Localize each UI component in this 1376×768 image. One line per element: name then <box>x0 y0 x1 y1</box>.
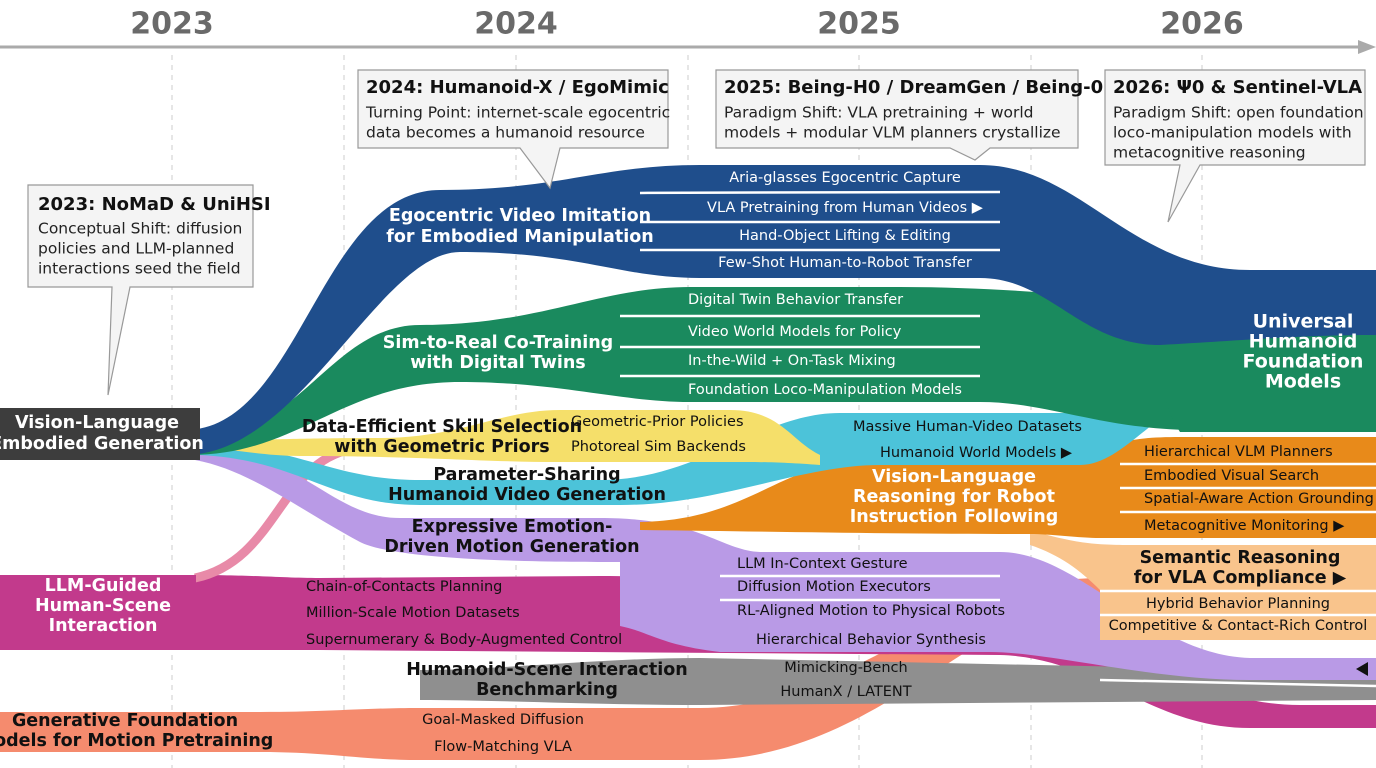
label: Flow-Matching VLA <box>434 739 572 755</box>
year-label: 2024 <box>474 7 558 42</box>
year-label: 2025 <box>817 7 901 42</box>
flow-light-orange <box>1030 530 1376 640</box>
label: RL-Aligned Motion to Physical Robots <box>737 603 1005 619</box>
callout-text: 2024: Humanoid-X / EgoMimic <box>366 77 669 98</box>
label: with Geometric Priors <box>334 437 549 457</box>
label: VLA Pretraining from Human Videos ▶ <box>707 200 984 216</box>
label: Benchmarking <box>476 680 618 700</box>
label: Data-Efficient Skill Selection <box>302 417 582 437</box>
flow-magenta <box>0 575 1376 728</box>
callout-text: loco-manipulation models with <box>1113 124 1352 142</box>
flow-green <box>190 287 1376 455</box>
flow-cyan <box>200 380 1200 505</box>
label: HumanX / LATENT <box>780 684 911 700</box>
label: Embodied Generation <box>0 434 204 454</box>
label: Massive Human-Video Datasets <box>853 419 1082 435</box>
callout-text: Paradigm Shift: VLA pretraining + world <box>724 104 1034 122</box>
flow-yellow <box>200 410 820 465</box>
label: In-the-Wild + On-Task Mixing <box>688 353 896 369</box>
label: Expressive Emotion- <box>412 517 613 537</box>
label: for VLA Compliance ▶ <box>1134 568 1347 588</box>
label: Egocentric Video Imitation <box>389 206 651 226</box>
arrow-marker <box>1356 662 1368 676</box>
label: LLM In-Context Gesture <box>737 556 908 572</box>
label: Semantic Reasoning <box>1140 548 1341 568</box>
callout-text: Paradigm Shift: open foundation <box>1113 104 1364 122</box>
label: Mimicking-Bench <box>784 660 907 676</box>
outcome-block <box>1160 335 1376 432</box>
callout-text: 2023: NoMaD & UniHSI <box>38 194 271 215</box>
callout-text: interactions seed the field <box>38 260 241 278</box>
label: Few-Shot Human-to-Robot Transfer <box>718 255 972 271</box>
root-box <box>0 408 200 460</box>
label: Foundation Loco-Manipulation Models <box>688 382 962 398</box>
label: Spatial-Aware Action Grounding <box>1144 491 1374 507</box>
label: Metacognitive Monitoring ▶ <box>1144 518 1345 534</box>
label: Humanoid <box>1249 331 1358 353</box>
label: for Embodied Manipulation <box>386 227 653 247</box>
label: Humanoid World Models ▶ <box>880 445 1073 461</box>
label: Driven Motion Generation <box>384 537 639 557</box>
callout-text: metacognitive reasoning <box>1113 144 1306 162</box>
flow-blue <box>185 165 1376 455</box>
label: Generative Foundation <box>12 711 238 731</box>
callout-text: models + modular VLM planners crystalliz… <box>724 124 1061 142</box>
callout-text: Turning Point: internet-scale egocentric <box>365 104 670 122</box>
callout-text: policies and LLM-planned <box>38 240 234 258</box>
label: Human-Scene <box>35 596 171 616</box>
label: Diffusion Motion Executors <box>737 579 931 595</box>
label: Chain-of-Contacts Planning <box>306 579 502 595</box>
label: Video World Models for Policy <box>688 324 902 340</box>
label: Hybrid Behavior Planning <box>1146 596 1330 612</box>
label: Instruction Following <box>850 507 1059 527</box>
lane-separators <box>620 190 1376 688</box>
label: Models <box>1265 371 1341 393</box>
label: Vision-Language <box>872 467 1036 487</box>
label: Vision-Language <box>15 413 179 433</box>
label: Parameter-Sharing <box>433 465 620 485</box>
label: Humanoid Video Generation <box>388 485 666 505</box>
label: with Digital Twins <box>410 353 585 373</box>
year-label: 2023 <box>130 7 214 42</box>
label: Embodied Visual Search <box>1144 468 1319 484</box>
label: Digital Twin Behavior Transfer <box>688 292 903 308</box>
label: Humanoid-Scene Interaction <box>406 660 688 680</box>
label: Competitive & Contact-Rich Control <box>1109 618 1368 634</box>
label: Sim-to-Real Co-Training <box>383 333 613 353</box>
label: Foundation <box>1243 351 1364 373</box>
label: Hand-Object Lifting & Editing <box>739 228 951 244</box>
label: Goal-Masked Diffusion <box>422 712 584 728</box>
label: Supernumerary & Body-Augmented Control <box>306 632 622 648</box>
label: Hierarchical Behavior Synthesis <box>756 632 986 648</box>
label: Geometric-Prior Policies <box>571 414 744 430</box>
callout-text: 2025: Being-H0 / DreamGen / Being-0 <box>724 77 1103 98</box>
label: Interaction <box>49 616 158 636</box>
label: Aria-glasses Egocentric Capture <box>729 170 961 186</box>
label: Reasoning for Robot <box>853 487 1055 507</box>
label: Hierarchical VLM Planners <box>1144 444 1333 460</box>
callout-text: 2026: Ψ0 & Sentinel-VLA <box>1113 77 1362 98</box>
label: Universal <box>1253 311 1354 333</box>
callout-text: Conceptual Shift: diffusion <box>38 220 242 238</box>
label: Million-Scale Motion Datasets <box>306 605 520 621</box>
year-label: 2026 <box>1160 7 1244 42</box>
callout-boxes <box>27 69 1366 396</box>
label: LLM-Guided <box>45 576 162 596</box>
root-box <box>0 575 196 650</box>
timeline-axis <box>0 40 1376 54</box>
label: Models for Motion Pretraining <box>0 731 273 751</box>
label: Photoreal Sim Backends <box>571 439 746 455</box>
callout-text: data becomes a humanoid resource <box>366 124 645 142</box>
flow-salmon <box>0 578 1100 760</box>
flow-purple <box>195 448 1376 680</box>
